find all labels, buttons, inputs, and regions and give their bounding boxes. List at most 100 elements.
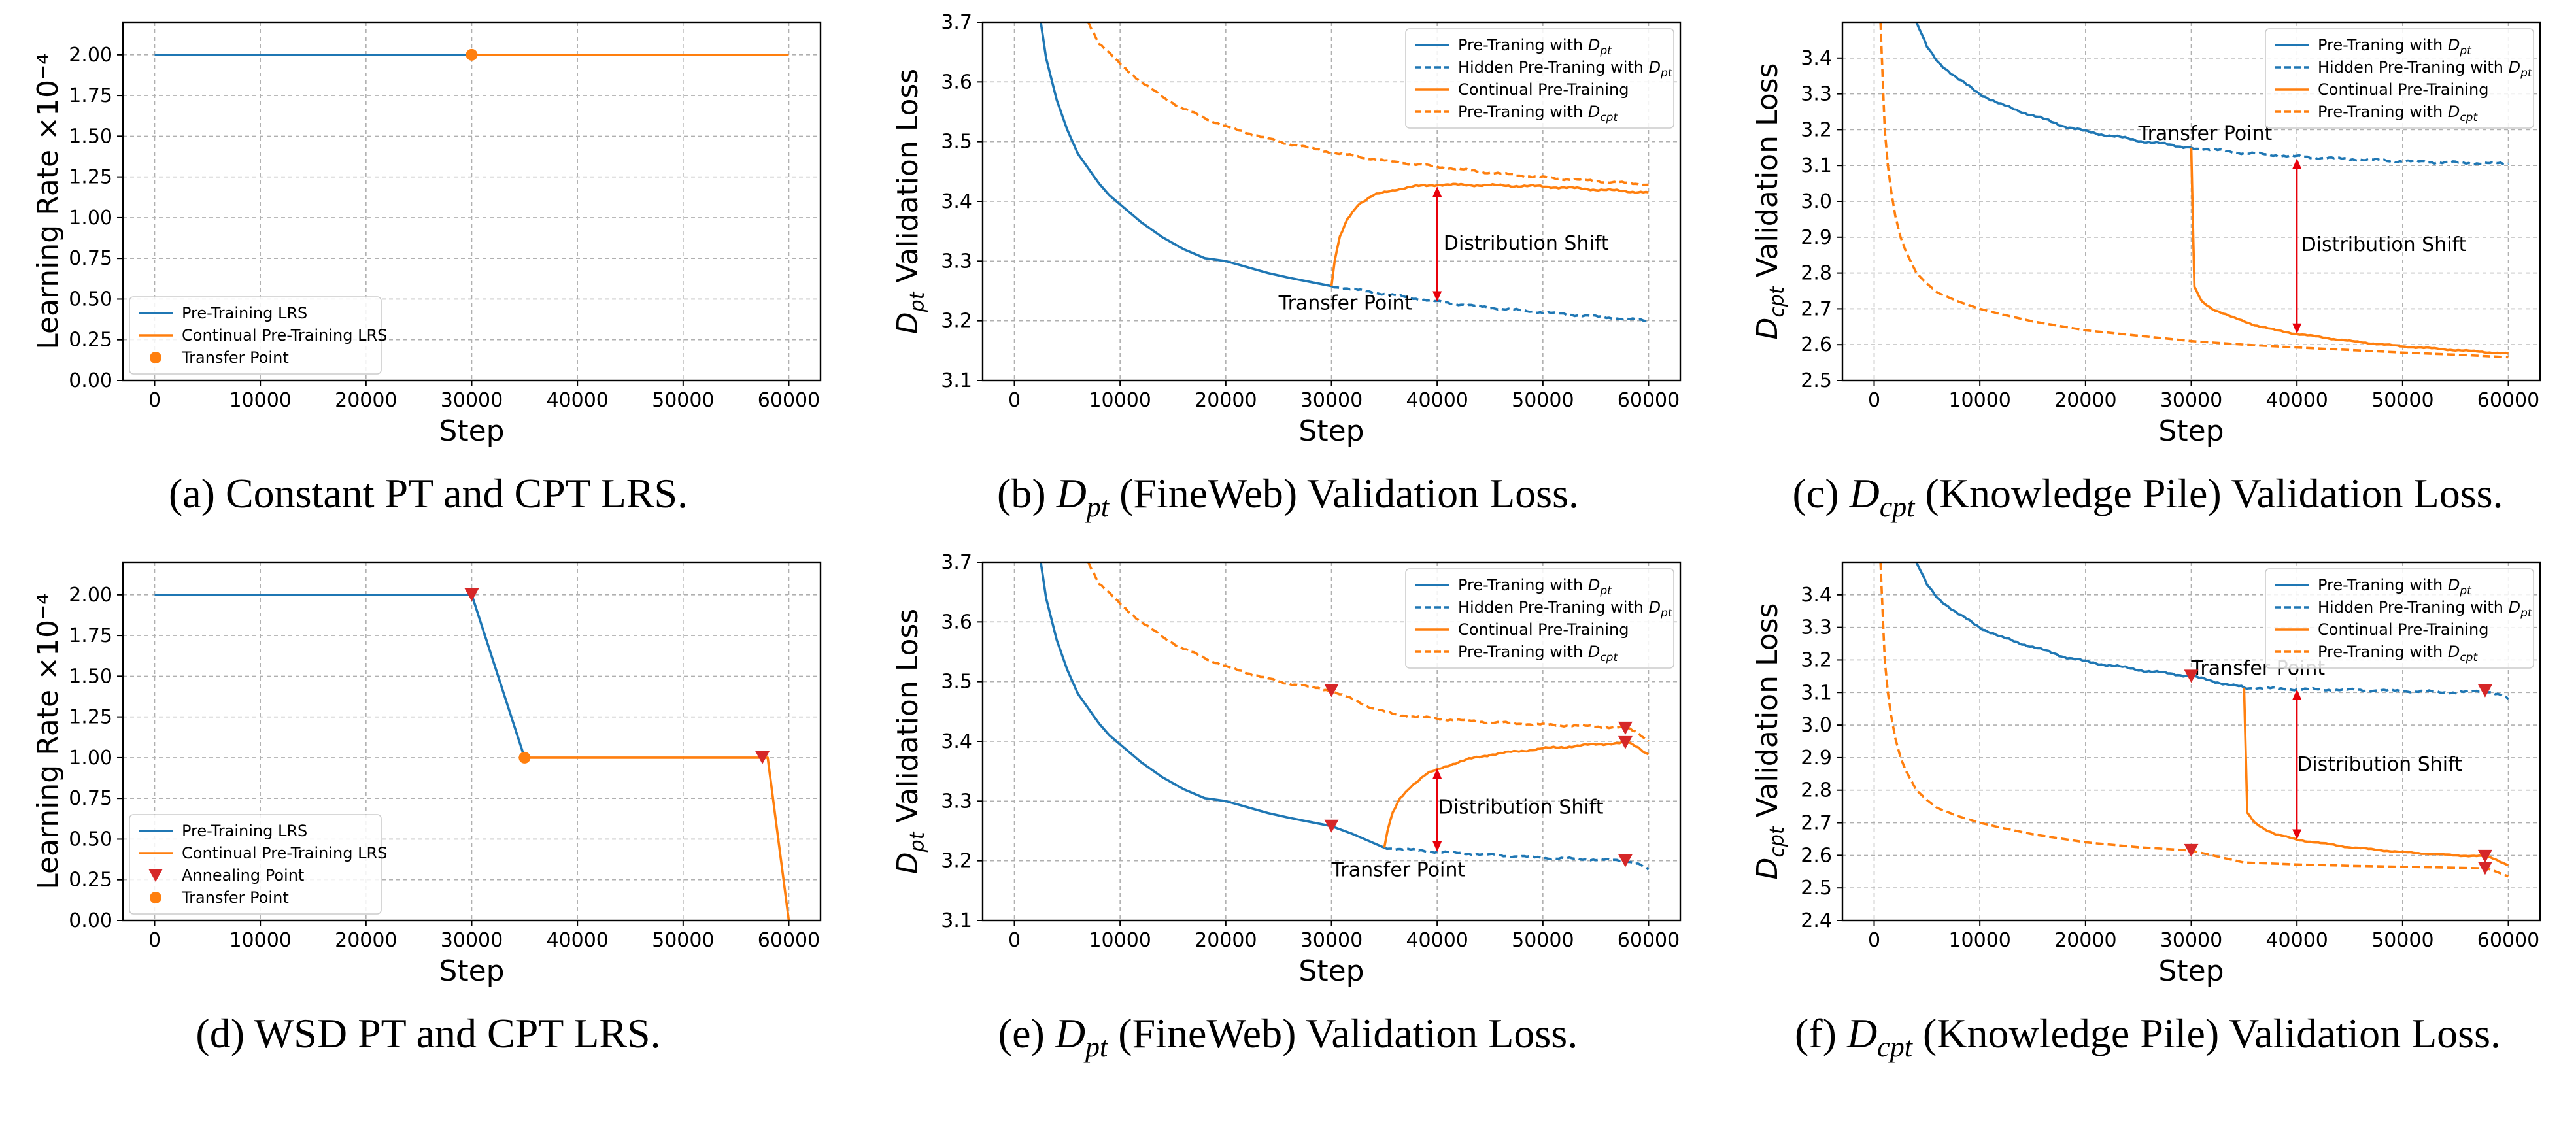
- x-tick-label: 20000: [335, 929, 397, 952]
- series-line-1: [1040, 562, 1385, 849]
- x-tick-label: 30000: [2160, 929, 2222, 952]
- legend-label: Transfer Point: [181, 348, 289, 367]
- x-tick-label: 20000: [335, 389, 397, 412]
- y-tick-label: 3.2: [941, 850, 972, 873]
- arrow-head-up: [2292, 158, 2302, 169]
- y-tick-label: 2.00: [69, 584, 112, 607]
- annealing-point-marker: [2477, 684, 2492, 698]
- legend-label: Pre-Traning with Dcpt: [2318, 643, 2478, 664]
- x-tick-label: 40000: [1406, 389, 1468, 412]
- x-tick-label: 10000: [1948, 929, 2010, 952]
- y-tick-label: 3.6: [941, 611, 972, 633]
- legend-label: Continual Pre-Training: [1458, 620, 1629, 639]
- y-tick-label: 3.5: [941, 671, 972, 694]
- y-tick-label: 2.9: [1801, 226, 1832, 249]
- annealing-point-marker: [2184, 843, 2199, 857]
- axes-frame: [981, 21, 1682, 382]
- x-tick-label: 0: [1008, 389, 1021, 412]
- distribution-shift-label: Distribution Shift: [2297, 753, 2462, 776]
- legend-label: Pre-Traning with Dpt: [2318, 576, 2472, 598]
- legend-label: Hidden Pre-Traning with Dpt: [2318, 598, 2533, 620]
- axes-frame: [981, 561, 1682, 922]
- legend-label: Continual Pre-Training LRS: [182, 326, 387, 345]
- series-line-4: [1879, 22, 2509, 359]
- y-tick-label: 3.1: [1801, 681, 1832, 704]
- chart-svg-a: 0 10000 20000 30000 40000 50000 60000 0.00 0.25 0…: [31, 21, 822, 448]
- y-tick-label: 3.7: [941, 11, 972, 34]
- y-axis-label: Dcpt Validation Loss: [1751, 63, 1789, 340]
- y-tick-label: 3.4: [1801, 47, 1832, 70]
- x-tick-label: 30000: [441, 389, 503, 412]
- legend-box: [1405, 568, 1674, 669]
- x-tick-label: 60000: [2477, 929, 2539, 952]
- chart-panel-a: 0 10000 20000 30000 40000 50000 60000 0.00 0.25 0…: [0, 0, 856, 562]
- y-tick-label: 3.2: [1801, 649, 1832, 671]
- x-tick-label: 60000: [1618, 929, 1680, 952]
- y-tick-label: 0.25: [69, 869, 112, 892]
- legend-label: Pre-Training LRS: [182, 822, 307, 840]
- legend: Pre-Training LRS Continual Pre-Training L…: [129, 296, 387, 375]
- x-tick-label: 0: [1868, 929, 1880, 952]
- annealing-point-marker: [464, 588, 479, 601]
- series-line-4: [1879, 562, 2509, 878]
- legend-box: [129, 814, 382, 915]
- legend-box: [129, 296, 382, 375]
- x-tick-label: 10000: [1089, 389, 1151, 412]
- y-tick-label: 1.25: [69, 706, 112, 729]
- y-tick-label: 3.7: [941, 551, 972, 574]
- y-tick-label: 1.75: [69, 624, 112, 647]
- y-tick-label: 3.1: [1801, 154, 1832, 177]
- y-tick-label: 0.00: [69, 369, 112, 392]
- distribution-shift-label: Distribution Shift: [1444, 232, 1609, 255]
- annealing-point-marker: [1618, 721, 1633, 735]
- legend-box: [2265, 28, 2534, 129]
- x-tick-label: 50000: [2371, 389, 2433, 412]
- y-tick-label: 3.0: [1801, 714, 1832, 737]
- arrow-head-down: [2292, 323, 2302, 334]
- series-line-2: [2190, 146, 2509, 166]
- transfer-point-marker: [466, 48, 478, 61]
- x-tick-label: 30000: [1300, 929, 1363, 952]
- arrow-head-down: [1432, 291, 1442, 302]
- x-tick-label: 60000: [758, 929, 820, 952]
- x-tick-label: 30000: [441, 929, 503, 952]
- series-line-3: [2190, 147, 2509, 355]
- x-tick-label: 40000: [546, 389, 608, 412]
- y-tick-label: 3.4: [941, 730, 972, 753]
- legend-label: Continual Pre-Training LRS: [182, 844, 387, 862]
- y-axis-label: Dpt Validation Loss: [891, 609, 929, 874]
- legend-label: Transfer Point: [181, 888, 289, 907]
- chart-svg-e: 0 10000 20000 30000 40000 50000 60000 3.1 3.2 3.3…: [891, 551, 1682, 988]
- y-tick-label: 0.00: [69, 909, 112, 932]
- x-axis-label: Step: [1298, 414, 1364, 448]
- series-line-4: [1087, 22, 1649, 187]
- y-tick-label: 2.7: [1801, 812, 1832, 835]
- y-tick-label: 2.7: [1801, 297, 1832, 320]
- y-tick-label: 3.3: [941, 790, 972, 813]
- legend-label: Pre-Traning with Dcpt: [1458, 643, 1618, 664]
- legend-label: Continual Pre-Training: [2318, 620, 2488, 639]
- annealing-point-marker: [2477, 862, 2492, 875]
- y-tick-label: 3.3: [1801, 616, 1832, 639]
- series-line-2: [2243, 686, 2509, 700]
- panel-caption: (d) WSD PT and CPT LRS.: [195, 1010, 661, 1056]
- y-tick-label: 2.9: [1801, 747, 1832, 769]
- y-axis-label: Learning Rate ×10⁻⁴: [31, 53, 65, 350]
- y-tick-label: 2.00: [69, 44, 112, 67]
- legend-label: Pre-Traning with Dcpt: [1458, 103, 1618, 124]
- series-group: [1879, 22, 2509, 359]
- annealing-point-marker: [2477, 849, 2492, 863]
- x-tick-label: 40000: [1406, 929, 1468, 952]
- x-tick-label: 20000: [2054, 389, 2116, 412]
- x-tick-label: 30000: [2160, 389, 2222, 412]
- x-tick-label: 60000: [1618, 389, 1680, 412]
- y-tick-label: 3.3: [1801, 83, 1832, 106]
- y-tick-label: 3.4: [941, 190, 972, 213]
- y-tick-label: 2.8: [1801, 262, 1832, 285]
- axes-frame: [1841, 561, 2541, 922]
- x-tick-label: 10000: [229, 929, 291, 952]
- legend-label: Hidden Pre-Traning with Dpt: [1458, 58, 1673, 80]
- series-group: [1040, 562, 1650, 871]
